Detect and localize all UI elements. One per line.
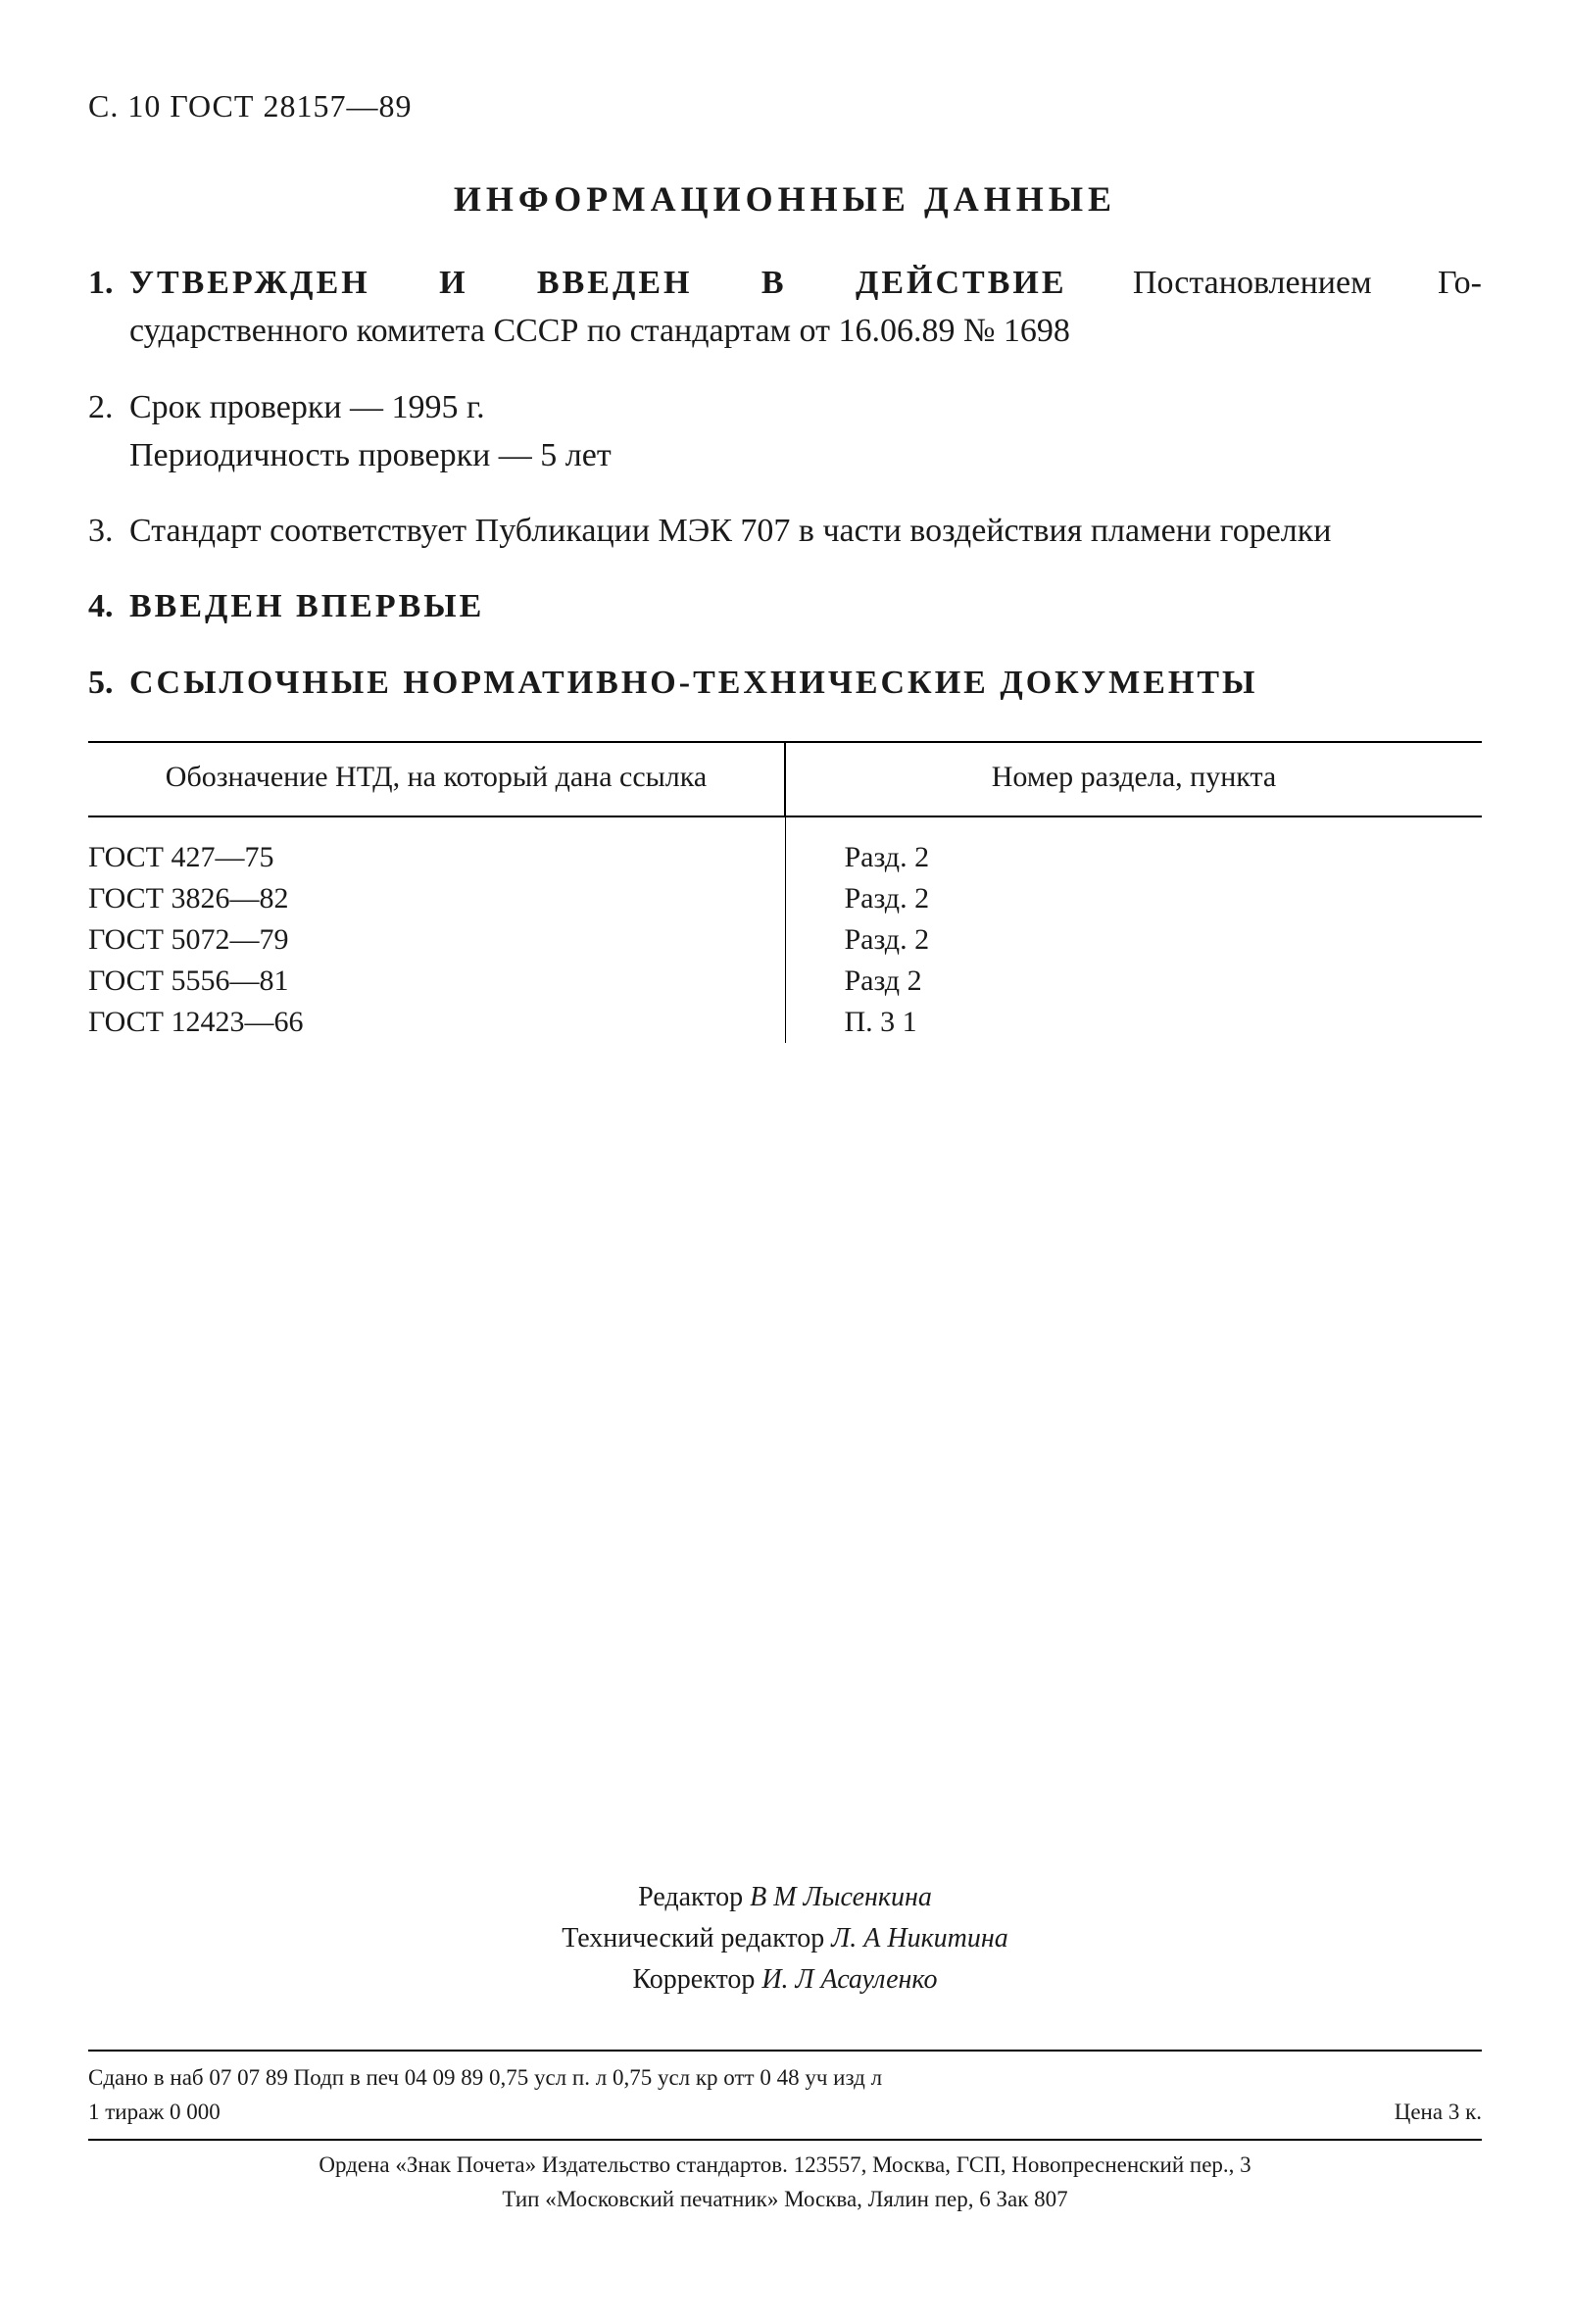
- editor-line: Корректор И. Л Асауленко: [88, 1959, 1482, 2001]
- item-4: 4. ВВЕДЕН ВПЕРВЫЕ: [88, 582, 1482, 630]
- table-row: ГОСТ 5556—81 Разд 2: [88, 961, 1482, 1002]
- role: Корректор: [633, 1964, 762, 1995]
- item-number: 3.: [88, 507, 129, 555]
- publisher-line: Тип «Московский печатник» Москва, Лялин …: [88, 2183, 1482, 2217]
- table-row: ГОСТ 12423—66 П. 3 1: [88, 1002, 1482, 1043]
- table-header: Номер раздела, пункта: [785, 742, 1482, 816]
- editors-block: Редактор В М Лысенкина Технический редак…: [88, 1877, 1482, 2001]
- table-row: ГОСТ 427—75 Разд. 2: [88, 816, 1482, 878]
- item-text: Периодичность проверки — 5 лет: [129, 431, 1482, 479]
- print-info-left: Сдано в наб 07 07 89 Подп в печ 04 09 89…: [88, 2061, 1305, 2129]
- item-2: 2. Срок проверки — 1995 г. Периодичность…: [88, 383, 1482, 480]
- editor-line: Редактор В М Лысенкина: [88, 1877, 1482, 1918]
- publisher-line: Ордена «Знак Почета» Издательство станда…: [88, 2149, 1482, 2183]
- item-1: 1. УТВЕРЖДЕН И ВВЕДЕН В ДЕЙСТВИЕ Постано…: [88, 259, 1482, 356]
- person-name: И. Л Асауленко: [761, 1964, 937, 1995]
- references-table: Обозначение НТД, на который дана ссылка …: [88, 741, 1482, 1043]
- person-name: В М Лысенкина: [750, 1882, 932, 1912]
- table-cell: Разд. 2: [785, 878, 1482, 919]
- table-cell: ГОСТ 5072—79: [88, 919, 785, 961]
- table-cell: ГОСТ 3826—82: [88, 878, 785, 919]
- item-body: Срок проверки — 1995 г. Периодичность пр…: [129, 383, 1482, 480]
- page-header: С. 10 ГОСТ 28157—89: [88, 88, 1482, 124]
- table-cell: Разд 2: [785, 961, 1482, 1002]
- table-header-row: Обозначение НТД, на который дана ссылка …: [88, 742, 1482, 816]
- item-lead: УТВЕРЖДЕН И ВВЕДЕН В ДЕЙСТВИЕ: [129, 265, 1067, 301]
- main-title: ИНФОРМАЦИОННЫЕ ДАННЫЕ: [88, 178, 1482, 220]
- table-cell: ГОСТ 5556—81: [88, 961, 785, 1002]
- colophon: Редактор В М Лысенкина Технический редак…: [88, 1877, 1482, 2216]
- item-text: Срок проверки — 1995 г.: [129, 383, 1482, 431]
- item-number: 4.: [88, 582, 129, 630]
- print-info-right: Цена 3 к.: [1305, 2061, 1482, 2129]
- item-number: 2.: [88, 383, 129, 480]
- item-5: 5. ССЫЛОЧНЫЕ НОРМАТИВНО-ТЕХНИЧЕСКИЕ ДОКУ…: [88, 659, 1482, 707]
- item-number: 5.: [88, 659, 129, 707]
- item-body: ВВЕДЕН ВПЕРВЫЕ: [129, 582, 1482, 630]
- role: Редактор: [638, 1882, 750, 1912]
- role: Технический редактор: [562, 1923, 831, 1953]
- table-row: ГОСТ 3826—82 Разд. 2: [88, 878, 1482, 919]
- table-cell: Разд. 2: [785, 919, 1482, 961]
- item-number: 1.: [88, 259, 129, 356]
- item-body: Стандарт соответствует Публикации МЭК 70…: [129, 507, 1482, 555]
- table-cell: П. 3 1: [785, 1002, 1482, 1043]
- person-name: Л. А Никитина: [831, 1923, 1008, 1953]
- print-info: Сдано в наб 07 07 89 Подп в печ 04 09 89…: [88, 2050, 1482, 2129]
- print-info-line: 1 тираж 0 000: [88, 2096, 1305, 2130]
- item-body: УТВЕРЖДЕН И ВВЕДЕН В ДЕЙСТВИЕ Постановле…: [129, 259, 1482, 356]
- price: Цена 3 к.: [1305, 2096, 1482, 2130]
- item-text: Постановлением Го-: [1067, 265, 1483, 301]
- table-row: ГОСТ 5072—79 Разд. 2: [88, 919, 1482, 961]
- table-cell: ГОСТ 12423—66: [88, 1002, 785, 1043]
- item-body: ССЫЛОЧНЫЕ НОРМАТИВНО-ТЕХНИЧЕСКИЕ ДОКУМЕН…: [129, 659, 1482, 707]
- item-text-cont: сударственного комитета СССР по стандарт…: [129, 307, 1482, 355]
- item-3: 3. Стандарт соответствует Публикации МЭК…: [88, 507, 1482, 555]
- editor-line: Технический редактор Л. А Никитина: [88, 1918, 1482, 1959]
- publisher-block: Ордена «Знак Почета» Издательство станда…: [88, 2139, 1482, 2216]
- print-info-line: Сдано в наб 07 07 89 Подп в печ 04 09 89…: [88, 2061, 1305, 2096]
- table-cell: Разд. 2: [785, 816, 1482, 878]
- table-header: Обозначение НТД, на который дана ссылка: [88, 742, 785, 816]
- table-cell: ГОСТ 427—75: [88, 816, 785, 878]
